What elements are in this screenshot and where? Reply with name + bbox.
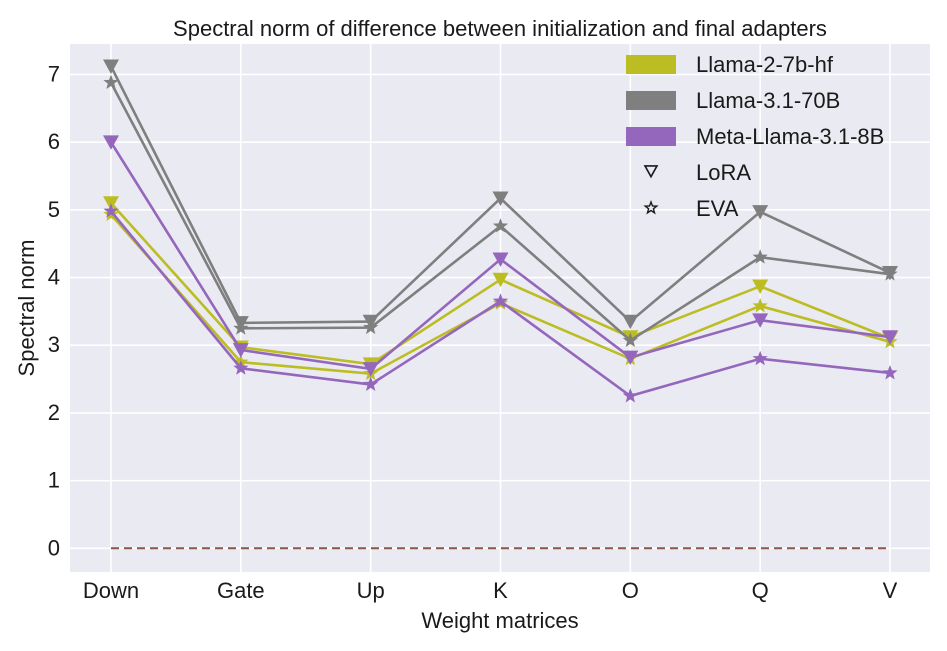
x-tick-label: V bbox=[883, 578, 898, 603]
legend: Llama-2-7b-hf Llama-3.1-70B Meta-Llama-3.1… bbox=[626, 52, 884, 221]
series-llama-3-1-70b-eva bbox=[103, 74, 898, 347]
data-point-star bbox=[882, 364, 898, 380]
y-tick-label: 0 bbox=[48, 535, 60, 560]
data-point-triangle bbox=[492, 272, 509, 288]
data-point-star bbox=[622, 332, 638, 347]
x-axis-label: Weight matrices bbox=[421, 608, 578, 633]
x-tick-label: Gate bbox=[217, 578, 265, 603]
data-point-star bbox=[233, 320, 249, 335]
data-point-triangle bbox=[232, 343, 249, 358]
legend-label: Meta-Llama-3.1-8B bbox=[696, 124, 884, 149]
series-meta-llama-3-1-8b-lora bbox=[103, 135, 898, 377]
legend-item-eva: EVA bbox=[643, 196, 739, 221]
data-point-triangle bbox=[752, 313, 769, 328]
data-point-star bbox=[752, 350, 768, 366]
data-point-triangle bbox=[752, 205, 769, 220]
x-tick-label: K bbox=[493, 578, 508, 603]
data-point-star bbox=[752, 297, 768, 313]
legend-marker-star bbox=[643, 200, 659, 215]
data-point-triangle bbox=[622, 314, 639, 330]
data-point-triangle bbox=[103, 135, 119, 150]
y-tick-label: 1 bbox=[48, 468, 60, 493]
x-tick-label: Down bbox=[83, 578, 139, 603]
data-point-star bbox=[103, 74, 119, 90]
tick-labels: 0 1 2 3 4 5 6 7 Down Gate Up K O Q V bbox=[48, 61, 898, 603]
y-tick-label: 7 bbox=[48, 61, 60, 86]
legend-marker-triangle bbox=[643, 165, 659, 179]
series-layer bbox=[103, 59, 898, 550]
chart-title: Spectral norm of difference between init… bbox=[173, 16, 827, 41]
data-point-triangle bbox=[882, 330, 898, 345]
data-point-star bbox=[103, 203, 119, 218]
data-point-triangle bbox=[752, 279, 769, 294]
data-point-star bbox=[882, 266, 898, 281]
y-tick-label: 6 bbox=[48, 129, 60, 154]
data-point-star bbox=[363, 319, 379, 335]
y-tick-label: 2 bbox=[48, 400, 60, 425]
data-point-star bbox=[752, 249, 768, 264]
data-point-triangle bbox=[103, 59, 119, 74]
data-point-star bbox=[492, 218, 509, 233]
legend-item-meta-llama-3-1-8b: Meta-Llama-3.1-8B bbox=[626, 124, 884, 149]
legend-swatch bbox=[626, 91, 676, 110]
legend-item-llama-3-1-70b: Llama-3.1-70B bbox=[626, 88, 840, 113]
data-point-star bbox=[363, 376, 379, 391]
data-point-star bbox=[492, 293, 509, 308]
legend-item-llama-2-7b-hf: Llama-2-7b-hf bbox=[626, 52, 834, 77]
series-meta-llama-3-1-8b-eva bbox=[103, 203, 898, 403]
legend-label: Llama-2-7b-hf bbox=[696, 52, 834, 77]
y-tick-label: 3 bbox=[48, 332, 60, 357]
y-tick-label: 5 bbox=[48, 197, 60, 222]
data-point-star bbox=[233, 360, 249, 375]
data-point-star bbox=[622, 388, 638, 403]
legend-swatch bbox=[626, 127, 676, 146]
x-tick-label: O bbox=[622, 578, 639, 603]
data-point-triangle bbox=[362, 362, 379, 377]
data-point-triangle bbox=[622, 350, 639, 366]
data-point-triangle bbox=[492, 252, 509, 267]
legend-label: Llama-3.1-70B bbox=[696, 88, 840, 113]
legend-item-lora: LoRA bbox=[643, 160, 751, 185]
y-axis-label: Spectral norm bbox=[14, 240, 39, 377]
legend-label: LoRA bbox=[696, 160, 751, 185]
legend-swatch bbox=[626, 55, 676, 74]
x-tick-label: Up bbox=[357, 578, 385, 603]
y-tick-label: 4 bbox=[48, 265, 60, 290]
legend-label: EVA bbox=[696, 196, 739, 221]
x-tick-label: Q bbox=[752, 578, 769, 603]
data-point-triangle bbox=[492, 191, 509, 206]
